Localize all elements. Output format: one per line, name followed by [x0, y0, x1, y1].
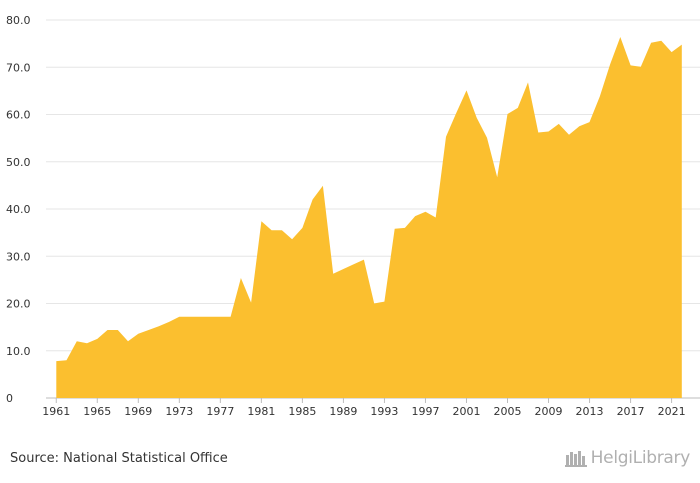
- y-axis: 0 10.0 20.0 30.0 40.0 50.0 60.0 70.0 80.0: [6, 14, 31, 405]
- x-tick-label: 1993: [370, 405, 398, 418]
- x-tick-label: 1981: [247, 405, 275, 418]
- brand-name: HelgiLibrary: [590, 448, 691, 468]
- x-tick-label: 1989: [329, 405, 357, 418]
- x-tick-label: 2001: [452, 405, 480, 418]
- helgi-library-logo-icon: [564, 451, 587, 467]
- x-tick-label: 1973: [165, 405, 193, 418]
- y-tick-label: 50.0: [6, 156, 31, 169]
- x-tick-label: 1969: [124, 405, 152, 418]
- y-tick-label: 40.0: [6, 203, 31, 216]
- area-series: [56, 37, 682, 398]
- x-tick-label: 2021: [658, 405, 686, 418]
- x-tick-label: 1977: [206, 405, 234, 418]
- x-tick-label: 1997: [411, 405, 439, 418]
- y-tick-label: 20.0: [6, 298, 31, 311]
- y-tick-label: 60.0: [6, 109, 31, 122]
- x-tick-label: 2009: [535, 405, 563, 418]
- brand-logo[interactable]: HelgiLibrary: [564, 448, 691, 468]
- x-tick-label: 1965: [83, 405, 111, 418]
- x-tick-label: 1985: [288, 405, 316, 418]
- x-tick-label: 1961: [42, 405, 70, 418]
- y-tick-label: 80.0: [6, 14, 31, 27]
- y-tick-label: 70.0: [6, 61, 31, 74]
- y-tick-label: 30.0: [6, 250, 31, 263]
- y-tick-label: 0: [6, 392, 13, 405]
- area-fill: [56, 37, 682, 398]
- y-tick-label: 10.0: [6, 345, 31, 358]
- chart-footer: Source: National Statistical Office Helg…: [0, 440, 700, 483]
- x-tick-label: 2017: [617, 405, 645, 418]
- area-chart: 010.020.030.040.050.060.070.080.0 1961 19…: [6, 14, 700, 418]
- x-tick-label: 2005: [494, 405, 522, 418]
- x-axis: 1961 1965 1969 1973 1977 1981 1985 1989 1993 1997…: [42, 398, 686, 418]
- source-note: Source: National Statistical Office: [10, 451, 228, 466]
- x-tick-label: 2013: [576, 405, 604, 418]
